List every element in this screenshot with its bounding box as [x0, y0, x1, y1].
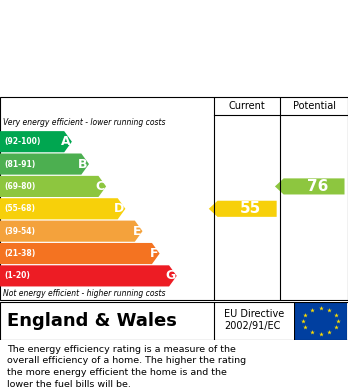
Polygon shape — [275, 178, 345, 194]
Text: E: E — [133, 225, 141, 238]
Polygon shape — [0, 243, 160, 264]
Polygon shape — [0, 265, 177, 287]
Polygon shape — [0, 198, 125, 219]
Text: Very energy efficient - lower running costs: Very energy efficient - lower running co… — [3, 118, 166, 127]
Text: Not energy efficient - higher running costs: Not energy efficient - higher running co… — [3, 289, 166, 298]
Text: A: A — [61, 135, 70, 148]
Text: 55: 55 — [240, 201, 261, 216]
Text: (92-100): (92-100) — [4, 137, 41, 146]
Polygon shape — [209, 201, 277, 217]
Polygon shape — [0, 131, 72, 152]
Text: (69-80): (69-80) — [4, 182, 35, 191]
Text: (21-38): (21-38) — [4, 249, 35, 258]
Text: Potential: Potential — [293, 101, 335, 111]
Text: Energy Efficiency Rating: Energy Efficiency Rating — [10, 9, 220, 23]
Text: The energy efficiency rating is a measure of the
overall efficiency of a home. T: The energy efficiency rating is a measur… — [7, 344, 246, 389]
Text: F: F — [150, 247, 158, 260]
Text: (1-20): (1-20) — [4, 271, 30, 280]
Text: G: G — [165, 269, 175, 282]
Text: Current: Current — [229, 101, 266, 111]
Polygon shape — [0, 154, 89, 175]
Text: EU Directive
2002/91/EC: EU Directive 2002/91/EC — [224, 309, 285, 331]
Text: D: D — [114, 202, 124, 215]
Text: B: B — [78, 158, 88, 170]
Polygon shape — [0, 221, 142, 242]
Text: England & Wales: England & Wales — [7, 312, 177, 330]
Text: (81-91): (81-91) — [4, 160, 35, 169]
Text: (55-68): (55-68) — [4, 204, 35, 213]
Text: (39-54): (39-54) — [4, 227, 35, 236]
Text: C: C — [96, 180, 105, 193]
Text: 76: 76 — [307, 179, 328, 194]
Polygon shape — [0, 176, 106, 197]
